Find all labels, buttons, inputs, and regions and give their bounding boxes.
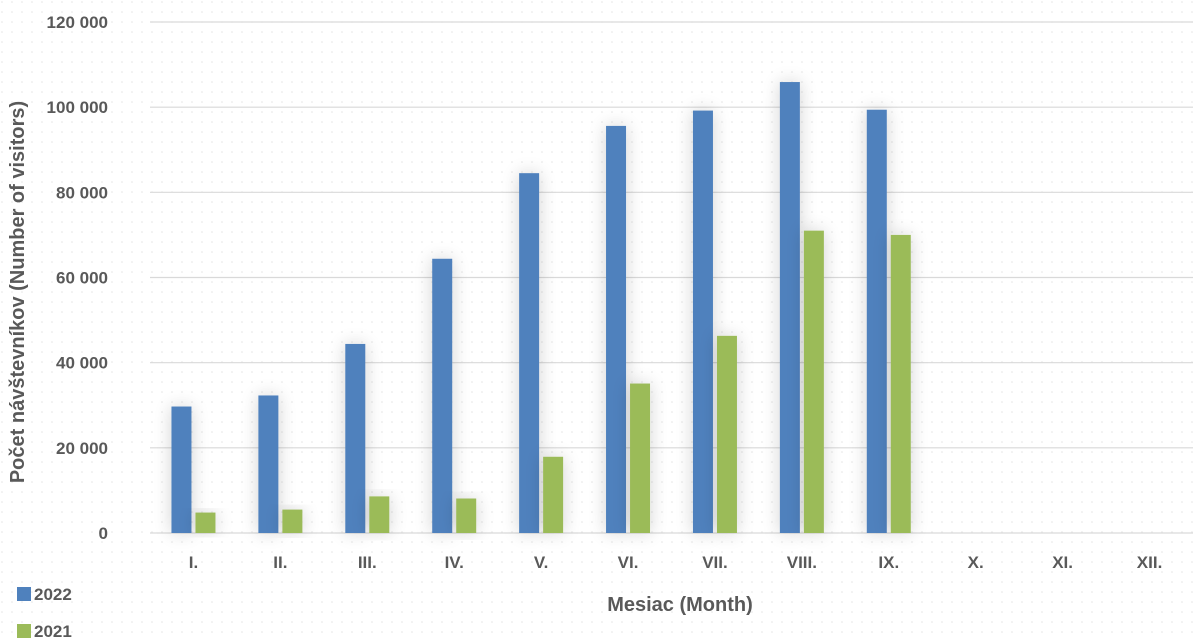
y-tick-label: 40 000 xyxy=(56,354,108,373)
x-tick-label: X. xyxy=(968,553,984,572)
bar-2022-7 xyxy=(779,82,800,533)
y-tick-label: 100 000 xyxy=(47,98,108,117)
y-tick-label: 20 000 xyxy=(56,439,108,458)
bar-2022-1 xyxy=(258,395,279,533)
y-tick-label: 60 000 xyxy=(56,269,108,288)
y-tick-label: 120 000 xyxy=(47,13,108,32)
legend-swatch-2021 xyxy=(17,624,31,638)
legend-swatch-2022 xyxy=(17,587,31,601)
legend-label: 2022 xyxy=(34,585,72,604)
bar-2021-2 xyxy=(369,496,390,533)
bar-2021-0 xyxy=(195,512,216,533)
x-tick-label: IX. xyxy=(878,553,899,572)
x-tick-label: II. xyxy=(273,553,287,572)
x-tick-label: V. xyxy=(534,553,549,572)
bar-2021-1 xyxy=(282,509,303,533)
y-axis-ticks: 0 20 000 40 000 60 000 80 000 100 000 120 000 xyxy=(47,13,108,543)
x-axis-ticks: I. II. III. IV. V. VI. VII. VIII. IX. X. XI. XII. xyxy=(189,553,1163,572)
bars xyxy=(171,82,911,534)
bar-2021-4 xyxy=(543,456,564,533)
x-tick-label: IV. xyxy=(445,553,464,572)
x-tick-label: XI. xyxy=(1052,553,1073,572)
x-tick-label: VI. xyxy=(618,553,639,572)
legend-label: 2021 xyxy=(34,622,72,640)
bar-2022-3 xyxy=(432,258,453,533)
x-tick-label: VII. xyxy=(702,553,728,572)
bar-2021-5 xyxy=(630,383,651,533)
x-tick-label: I. xyxy=(189,553,198,572)
bar-2021-7 xyxy=(803,230,824,534)
bar-2021-3 xyxy=(456,498,477,533)
x-tick-label: III. xyxy=(358,553,377,572)
x-tick-label: XII. xyxy=(1137,553,1163,572)
bar-2022-2 xyxy=(345,343,366,533)
y-tick-label: 0 xyxy=(99,524,108,543)
y-tick-label: 80 000 xyxy=(56,183,108,202)
bar-2022-6 xyxy=(692,110,713,533)
bar-2022-0 xyxy=(171,406,192,533)
bar-2021-8 xyxy=(890,234,911,533)
y-axis-title: Počet návštevníkov (Number of visitors) xyxy=(7,101,29,483)
bar-2022-8 xyxy=(866,109,887,533)
legend: 2022 2021 xyxy=(17,585,72,640)
bar-2021-6 xyxy=(716,335,737,533)
bar-2022-5 xyxy=(606,125,627,534)
x-tick-label: VIII. xyxy=(787,553,817,572)
gridlines xyxy=(150,21,1193,534)
bar-2022-4 xyxy=(519,173,540,533)
x-axis-title: Mesiac (Month) xyxy=(607,594,753,616)
